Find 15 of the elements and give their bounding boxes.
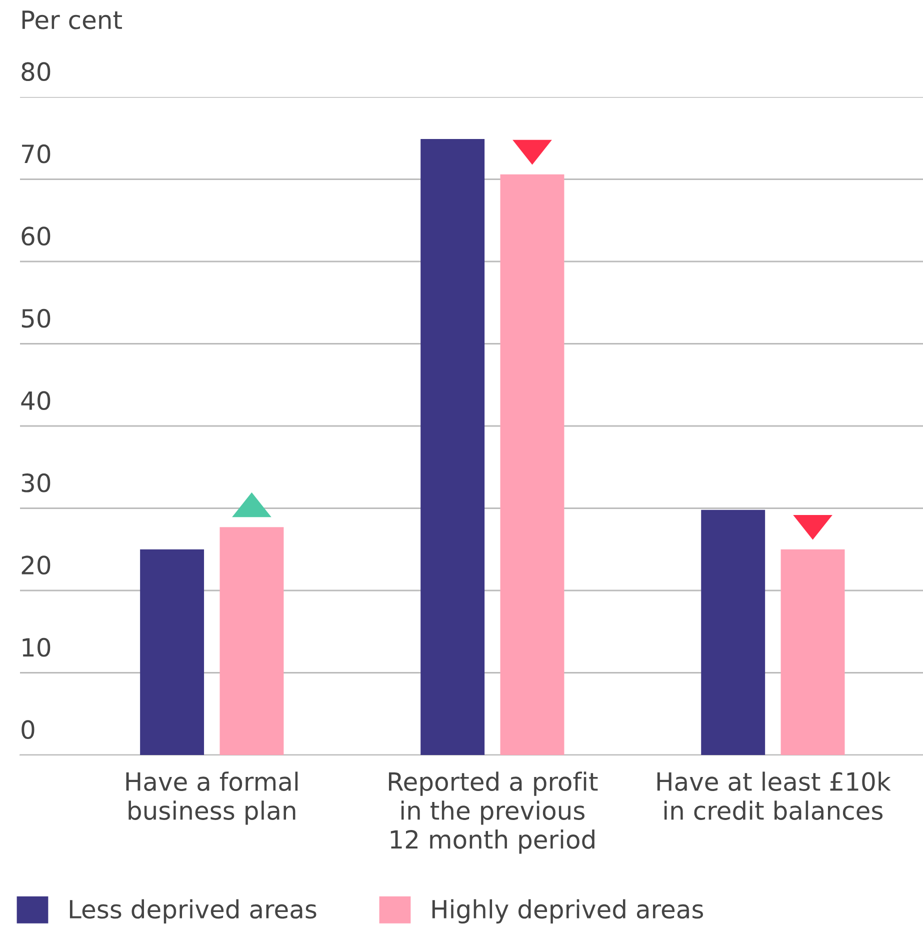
y-tick-label: 20 bbox=[22, 556, 50, 575]
y-tick-label: 50 bbox=[22, 308, 50, 328]
legend-label: Less deprived areas bbox=[70, 899, 316, 924]
y-tick-label: 30 bbox=[22, 473, 50, 492]
y-tick-label: 10 bbox=[22, 638, 50, 657]
y-tick-label: 80 bbox=[22, 62, 50, 82]
x-tick-label: Reported a profit in the previous 12 month period bbox=[388, 772, 598, 854]
x-tick-label: Have a formal business plan bbox=[126, 772, 298, 825]
y-tick-label: 40 bbox=[21, 391, 50, 410]
y-axis-title: Per cent bbox=[22, 10, 122, 30]
legend-label: Highly deprived areas bbox=[432, 899, 703, 924]
x-tick-label: Have at least £10k in credit balances bbox=[657, 772, 891, 820]
y-tick-label: 0 bbox=[22, 720, 34, 740]
y-tick-label: 70 bbox=[22, 144, 50, 164]
y-tick-label: 60 bbox=[22, 226, 50, 246]
